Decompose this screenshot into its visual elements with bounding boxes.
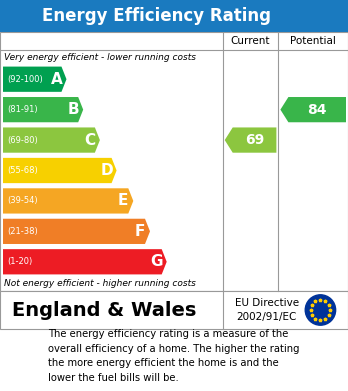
Polygon shape — [3, 158, 117, 183]
Text: E: E — [118, 194, 128, 208]
Text: (55-68): (55-68) — [7, 166, 38, 175]
Polygon shape — [280, 97, 346, 122]
Text: Very energy efficient - lower running costs: Very energy efficient - lower running co… — [4, 52, 196, 61]
Text: A: A — [50, 72, 62, 87]
Text: EU Directive
2002/91/EC: EU Directive 2002/91/EC — [235, 298, 299, 322]
Text: Current: Current — [231, 36, 270, 46]
Bar — [0, 0, 348, 32]
Text: (81-91): (81-91) — [7, 105, 38, 114]
Polygon shape — [225, 127, 276, 153]
Polygon shape — [3, 219, 150, 244]
Text: (39-54): (39-54) — [7, 196, 38, 205]
Circle shape — [305, 295, 335, 325]
Text: D: D — [100, 163, 113, 178]
Polygon shape — [3, 66, 66, 92]
Bar — [0, 32, 348, 291]
Text: Energy Efficiency Rating: Energy Efficiency Rating — [42, 7, 271, 25]
Text: (92-100): (92-100) — [7, 75, 43, 84]
Polygon shape — [3, 249, 167, 274]
Polygon shape — [3, 97, 83, 122]
Text: C: C — [84, 133, 95, 147]
Text: (1-20): (1-20) — [7, 257, 32, 266]
Text: The energy efficiency rating is a measure of the
overall efficiency of a home. T: The energy efficiency rating is a measur… — [48, 329, 300, 383]
Text: G: G — [150, 254, 163, 269]
Text: Not energy efficient - higher running costs: Not energy efficient - higher running co… — [4, 280, 196, 289]
Text: B: B — [68, 102, 79, 117]
Text: (21-38): (21-38) — [7, 227, 38, 236]
Polygon shape — [3, 188, 133, 213]
Text: 84: 84 — [307, 103, 327, 117]
Text: 69: 69 — [245, 133, 264, 147]
Text: (69-80): (69-80) — [7, 136, 38, 145]
Bar — [0, 291, 348, 329]
Text: Potential: Potential — [290, 36, 336, 46]
Text: England & Wales: England & Wales — [13, 301, 197, 319]
Text: F: F — [135, 224, 145, 239]
Polygon shape — [3, 127, 100, 153]
